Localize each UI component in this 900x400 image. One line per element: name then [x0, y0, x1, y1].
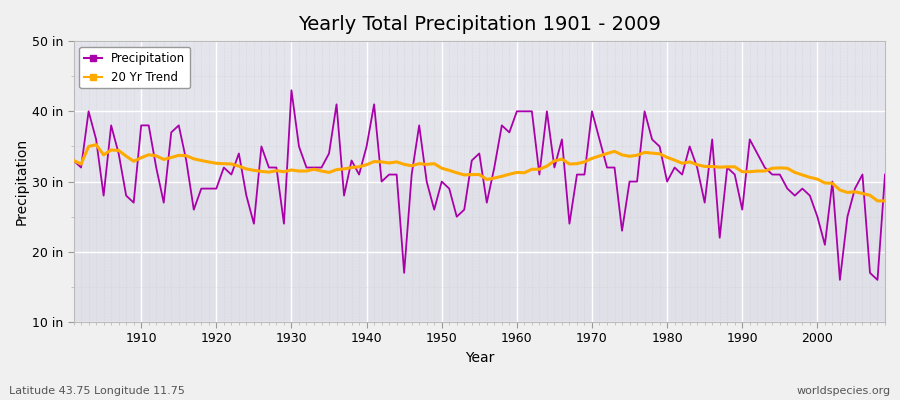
X-axis label: Year: Year: [464, 351, 494, 365]
Title: Yearly Total Precipitation 1901 - 2009: Yearly Total Precipitation 1901 - 2009: [298, 15, 661, 34]
Y-axis label: Precipitation: Precipitation: [15, 138, 29, 225]
20 Yr Trend: [302, 169, 312, 174]
Precipitation: [519, 109, 530, 114]
Bar: [74, 41, 885, 182]
20 Yr Trend: [519, 170, 530, 175]
Line: Precipitation: Precipitation: [74, 90, 885, 280]
20 Yr Trend: [136, 155, 147, 160]
Precipitation: [609, 165, 620, 170]
Precipitation: [879, 172, 890, 177]
Precipitation: [346, 158, 357, 163]
Text: Latitude 43.75 Longitude 11.75: Latitude 43.75 Longitude 11.75: [9, 386, 184, 396]
Precipitation: [302, 165, 312, 170]
20 Yr Trend: [68, 158, 79, 163]
20 Yr Trend: [91, 142, 102, 147]
Precipitation: [286, 88, 297, 93]
Precipitation: [834, 278, 845, 282]
20 Yr Trend: [511, 170, 522, 175]
Precipitation: [511, 109, 522, 114]
20 Yr Trend: [609, 149, 620, 154]
20 Yr Trend: [879, 198, 890, 203]
Precipitation: [68, 158, 79, 163]
Line: 20 Yr Trend: 20 Yr Trend: [74, 145, 885, 201]
Text: worldspecies.org: worldspecies.org: [796, 386, 891, 396]
Legend: Precipitation, 20 Yr Trend: Precipitation, 20 Yr Trend: [79, 47, 190, 88]
20 Yr Trend: [346, 165, 357, 170]
Precipitation: [129, 200, 140, 205]
20 Yr Trend: [872, 198, 883, 203]
